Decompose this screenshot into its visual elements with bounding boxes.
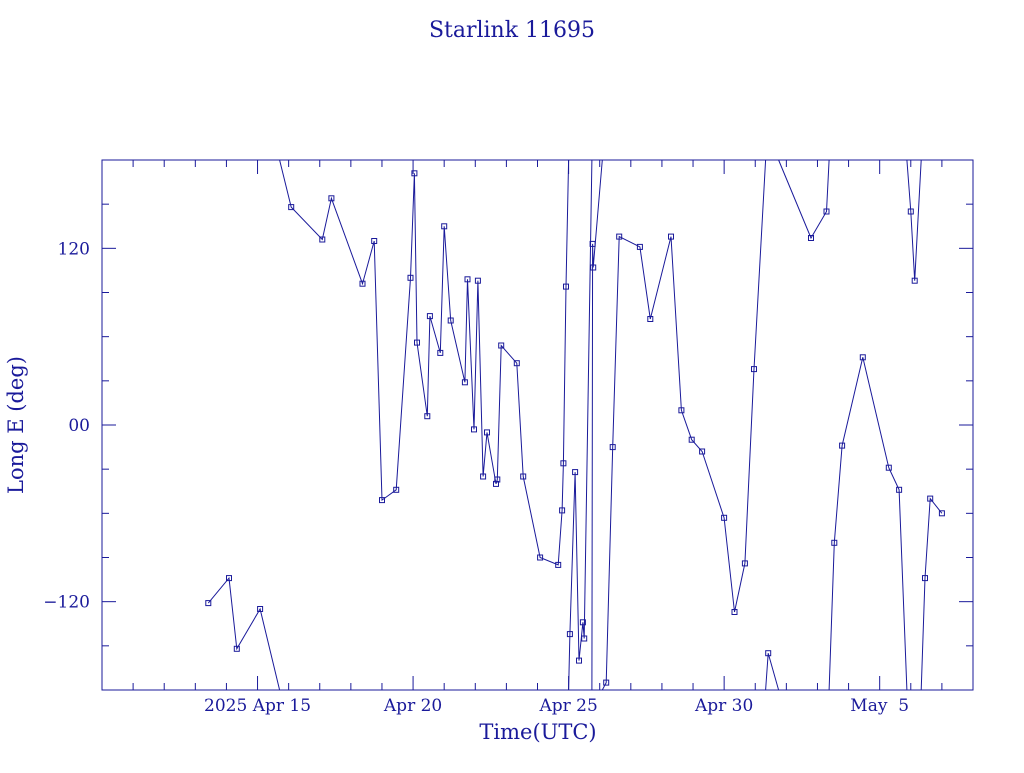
data-point — [461, 379, 468, 386]
data-point — [589, 240, 596, 247]
series-line — [778, 159, 830, 240]
data-point — [407, 274, 414, 281]
x-tick-label: Apr 30 — [694, 696, 753, 716]
data-point — [555, 561, 562, 568]
data-point — [441, 223, 448, 230]
data-point — [808, 235, 814, 241]
data-point — [896, 486, 903, 493]
data-point — [581, 635, 588, 642]
y-tick-label: 120 — [58, 239, 90, 259]
x-tick-label: 2025 Apr 15 — [204, 696, 311, 716]
data-point — [319, 236, 326, 243]
data-point — [751, 366, 757, 373]
data-point — [938, 510, 945, 517]
data-point — [678, 407, 685, 414]
data-point — [839, 442, 846, 449]
data-point — [393, 486, 400, 493]
data-point — [636, 243, 643, 250]
series-line — [601, 159, 767, 691]
data-point — [885, 464, 892, 471]
data-point — [447, 317, 454, 324]
data-point — [426, 313, 433, 320]
data-point — [688, 436, 695, 443]
series-line — [207, 576, 281, 691]
data-point — [563, 283, 569, 290]
x-tick-label: Apr 25 — [538, 696, 597, 716]
data-point — [823, 208, 830, 215]
data-point — [721, 514, 728, 521]
data-point — [560, 460, 567, 467]
data-point — [257, 606, 264, 612]
data-point — [520, 473, 527, 480]
data-point — [480, 473, 487, 480]
data-point — [437, 349, 444, 356]
data-point — [572, 469, 579, 476]
data-point — [379, 497, 385, 504]
data-point — [616, 233, 623, 240]
data-point — [576, 657, 582, 664]
data-point — [566, 631, 573, 638]
data-point — [603, 679, 610, 686]
data-series — [205, 159, 945, 691]
data-point — [927, 495, 934, 502]
data-point — [205, 600, 212, 607]
series-line — [591, 159, 603, 691]
data-point — [424, 413, 431, 420]
data-point — [579, 619, 586, 626]
data-point — [907, 208, 914, 215]
data-point — [233, 645, 240, 652]
data-point — [414, 339, 420, 346]
data-point — [731, 609, 738, 615]
x-axis-ticks: 2025 Apr 15 Apr 20 Apr 25 Apr 30 May 5 — [132, 160, 943, 716]
series-line — [765, 653, 780, 691]
data-point — [411, 170, 418, 177]
data-point — [471, 426, 477, 433]
x-tick-label: Apr 20 — [383, 696, 442, 716]
data-point — [699, 448, 706, 455]
data-point — [911, 277, 918, 284]
x-tick-label: May 5 — [850, 696, 909, 716]
data-point — [647, 316, 654, 322]
data-point — [464, 276, 471, 283]
data-point — [494, 476, 501, 483]
y-axis-label: Long E (deg) — [4, 356, 28, 494]
chart-title: Starlink 11695 — [429, 18, 595, 43]
data-point — [537, 554, 544, 561]
data-point — [226, 575, 232, 582]
y-tick-label: 00 — [68, 416, 90, 436]
data-point — [765, 650, 772, 657]
x-axis-label: Time(UTC) — [479, 720, 596, 744]
data-point — [513, 360, 520, 367]
data-point — [859, 354, 866, 361]
data-point — [922, 575, 928, 582]
data-point — [371, 238, 378, 244]
data-point — [831, 539, 838, 546]
series-line — [828, 357, 908, 691]
data-point — [474, 277, 481, 284]
data-point — [590, 264, 597, 271]
y-axis-ticks: −120 00 120 — [43, 159, 973, 691]
series-line — [920, 497, 943, 691]
series-line — [279, 159, 570, 566]
data-point — [741, 560, 748, 567]
y-tick-label: −120 — [43, 593, 90, 613]
data-point — [609, 444, 616, 451]
data-point — [328, 195, 335, 202]
data-point — [559, 507, 566, 514]
series-line — [906, 159, 922, 281]
series-line — [568, 159, 593, 691]
data-point — [493, 480, 499, 487]
data-point — [668, 233, 674, 240]
data-point — [498, 342, 505, 349]
data-point — [484, 429, 490, 436]
data-point — [288, 204, 295, 211]
data-point — [359, 280, 366, 287]
